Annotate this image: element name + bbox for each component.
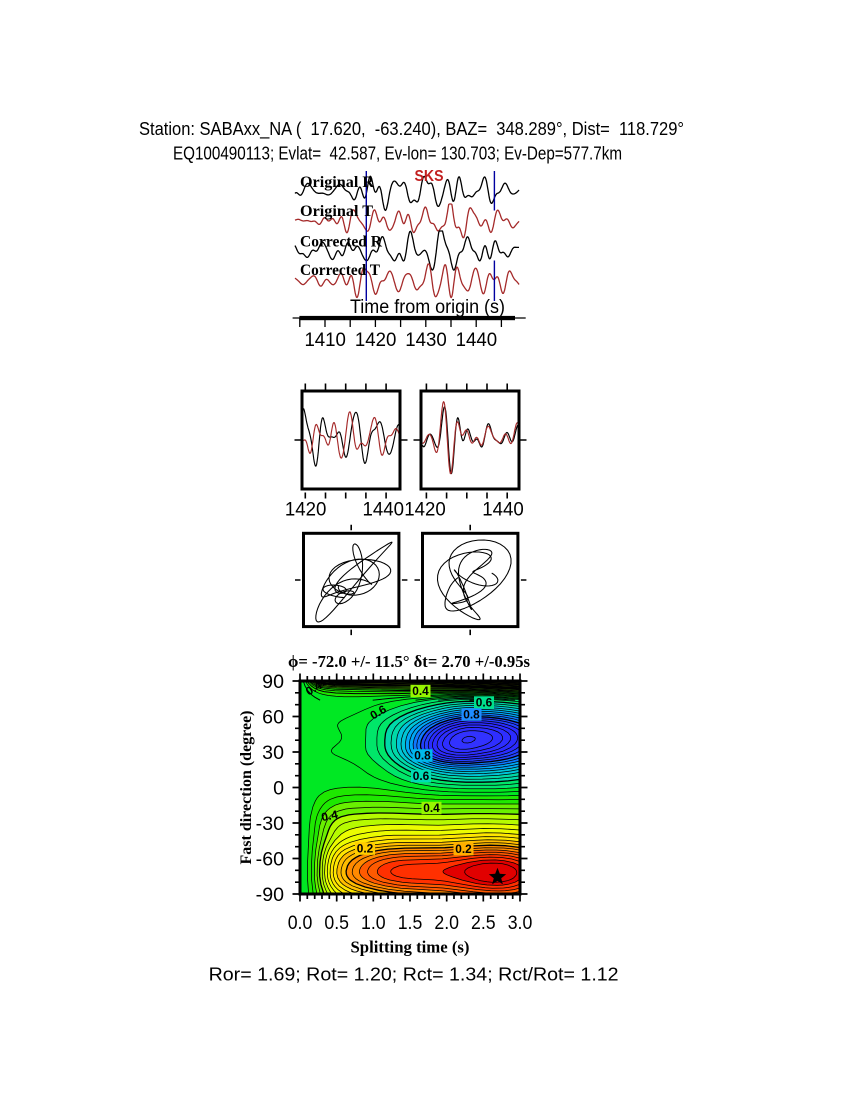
svg-text:0.8: 0.8 [463,710,480,722]
svg-text:Original R: Original R [300,174,375,191]
svg-text:2.0: 2.0 [434,912,459,934]
svg-text:0.8: 0.8 [414,751,431,763]
svg-text:60: 60 [262,706,284,728]
svg-text:0.2: 0.2 [455,844,472,856]
svg-text:Corrected T: Corrected T [300,262,381,279]
svg-text:Original T: Original T [300,203,374,220]
svg-text:1420: 1420 [285,499,327,521]
svg-text:-60: -60 [256,848,284,870]
svg-text:1.0: 1.0 [361,912,386,934]
svg-text:1430: 1430 [405,329,447,351]
svg-text:Corrected R: Corrected R [300,234,383,251]
svg-text:0.6: 0.6 [413,771,430,783]
svg-text:0.0: 0.0 [288,912,313,934]
svg-text:Ror= 1.69; Rot= 1.20; Rct= 1.3: Ror= 1.69; Rot= 1.20; Rct= 1.34; Rct/Rot… [209,963,619,984]
svg-text:0.4: 0.4 [412,686,429,698]
svg-text:2.5: 2.5 [471,912,496,934]
svg-text:0.6: 0.6 [476,698,493,710]
svg-text:3.0: 3.0 [508,912,533,934]
svg-text:Splitting time (s): Splitting time (s) [351,938,470,957]
svg-text:1440: 1440 [456,329,498,351]
svg-text:0: 0 [273,777,284,799]
svg-text:Station: SABAxx_NA ( 17.620,: Station: SABAxx_NA ( 17.620, -63.240), B… [139,119,684,140]
svg-text:1.5: 1.5 [398,912,423,934]
svg-text:Time from origin (s): Time from origin (s) [350,297,505,318]
svg-text:30: 30 [262,742,284,764]
svg-text:EQ100490113; Evlat= 42.587, E: EQ100490113; Evlat= 42.587, Ev-lon= 130.… [173,144,622,164]
svg-text:-90: -90 [256,884,284,906]
svg-text:-30: -30 [256,813,284,835]
svg-text:Fast direction (degree): Fast direction (degree) [238,711,255,865]
svg-text:ϕ= -72.0 +/- 11.5° δt= 2.70 +/: ϕ= -72.0 +/- 11.5° δt= 2.70 +/-0.95s [288,652,530,671]
svg-text:1440: 1440 [363,499,405,521]
svg-text:0.4: 0.4 [423,803,440,815]
svg-text:1420: 1420 [404,499,446,521]
svg-text:0.5: 0.5 [324,912,349,934]
svg-text:0.2: 0.2 [357,844,374,856]
svg-text:SKS: SKS [415,168,444,185]
svg-text:1440: 1440 [482,499,524,521]
svg-text:1410: 1410 [304,329,346,351]
svg-text:1420: 1420 [355,329,397,351]
svg-text:0.4: 0.4 [320,809,339,824]
svg-text:90: 90 [262,671,284,693]
